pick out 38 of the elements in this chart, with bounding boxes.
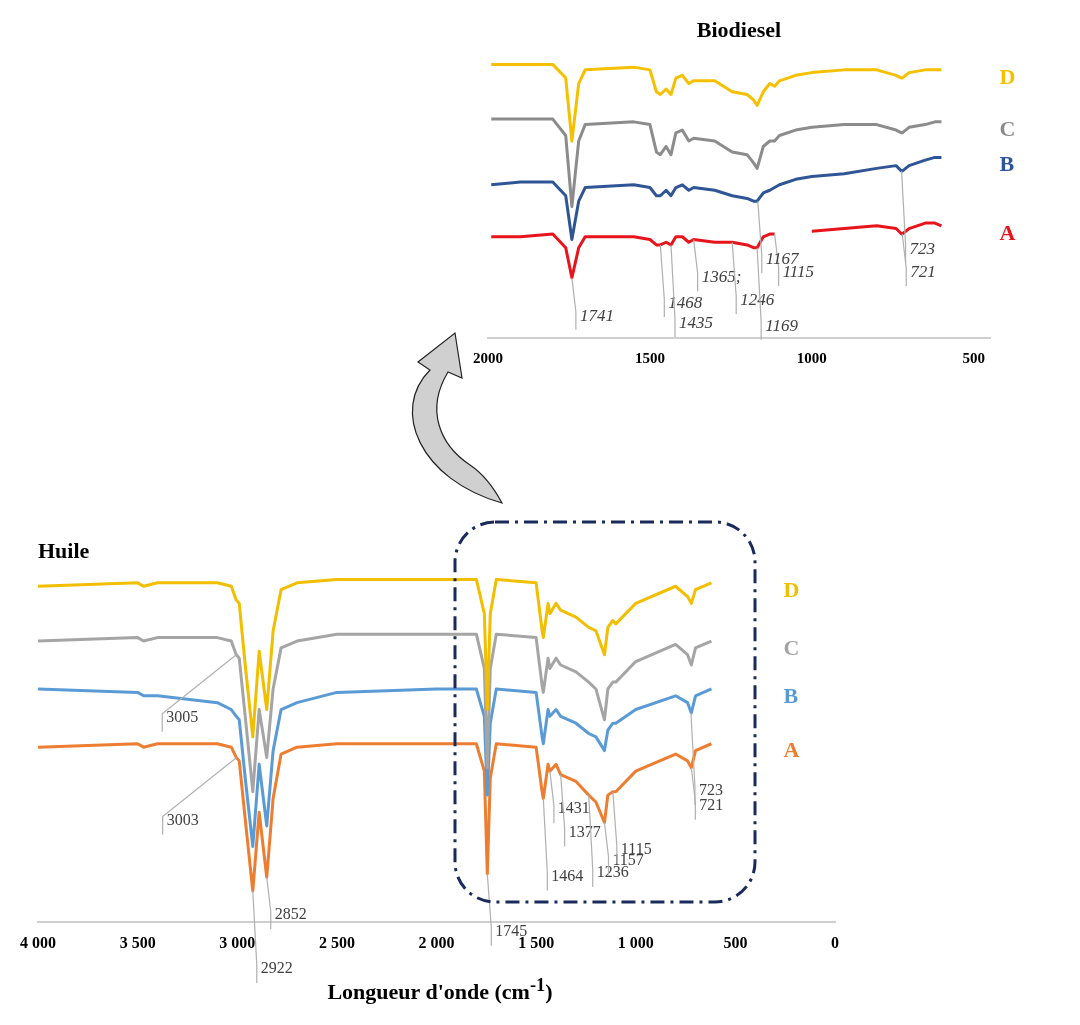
annotation: 1468 bbox=[668, 292, 703, 312]
x-tick-label: 1 000 bbox=[617, 933, 654, 951]
annotation: 2922 bbox=[260, 959, 293, 977]
x-tick-label: 2 500 bbox=[318, 933, 355, 951]
text: D bbox=[783, 576, 800, 602]
text: A bbox=[999, 219, 1016, 245]
x-tick-label: 1000 bbox=[796, 349, 827, 366]
x-tick-label: 500 bbox=[962, 349, 986, 366]
annotation: 1169 bbox=[765, 315, 799, 335]
annotation: 1377 bbox=[568, 822, 601, 840]
annotation: 3005 bbox=[166, 707, 199, 725]
x-tick-label: 500 bbox=[723, 933, 748, 951]
text: A bbox=[783, 737, 800, 763]
annotation: 1431 bbox=[557, 799, 590, 817]
chart-title: Biodiesel bbox=[696, 16, 782, 42]
x-tick-label: 3 500 bbox=[119, 933, 156, 951]
annotation: 1464 bbox=[551, 866, 584, 884]
x-tick-label: 2000 bbox=[473, 349, 503, 366]
x-tick-label: 3 000 bbox=[219, 933, 256, 951]
annotation: 723 bbox=[909, 239, 936, 259]
x-tick-label: 2 000 bbox=[418, 933, 455, 951]
annotation: 1246 bbox=[740, 290, 775, 310]
chart-title: Huile bbox=[38, 537, 90, 563]
x-tick-label: 0 bbox=[831, 933, 839, 951]
annotation: 721 bbox=[910, 262, 936, 281]
x-tick-label: 1500 bbox=[634, 349, 665, 366]
text: D bbox=[999, 63, 1016, 89]
x-axis-title: Longueur d'onde (cm$^{-1}$) bbox=[326, 975, 554, 1006]
annotation: 3003 bbox=[166, 810, 199, 828]
text: C bbox=[999, 115, 1016, 141]
annotation: 1741 bbox=[579, 305, 614, 325]
text: C bbox=[783, 634, 800, 660]
x-tick-label: 4 000 bbox=[20, 933, 56, 951]
text: B bbox=[999, 151, 1015, 177]
annotation: 1435 bbox=[678, 312, 713, 332]
annotation: 1365; bbox=[701, 267, 742, 287]
annotation: 2852 bbox=[274, 905, 307, 923]
text: B bbox=[783, 682, 799, 708]
